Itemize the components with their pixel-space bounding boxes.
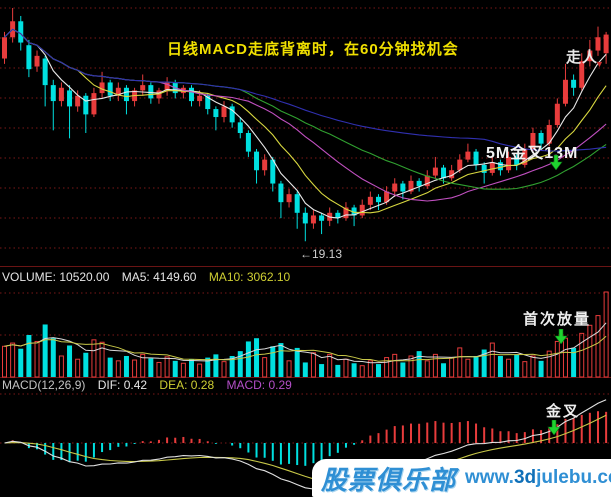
- sell-arrow-icon: ▼: [595, 59, 604, 69]
- macd-indicator-header: MACD(12,26,9) DIF: 0.42 DEA: 0.28 MACD: …: [2, 378, 301, 392]
- exit-annotation: 走人: [566, 49, 599, 66]
- watermark-logo: 股票俱乐部: [321, 464, 457, 495]
- dea-value: DEA: 0.28: [159, 378, 215, 392]
- volume-indicator-header: VOLUME: 10520.00 MA5: 4149.60 MA10: 3062…: [2, 270, 299, 284]
- volume-ma5-value: MA5: 4149.60: [121, 270, 197, 284]
- golden-cross-annotation: 金叉: [546, 403, 581, 420]
- green-down-arrow-icon: [549, 155, 563, 170]
- volume-ma10-value: MA10: 3062.10: [208, 270, 291, 284]
- green-down-arrow-icon: [547, 420, 561, 435]
- chart-title-annotation: 日线MACD走底背离时，在60分钟找机会: [167, 41, 459, 58]
- low-price-annotation: ←19.13: [300, 247, 343, 261]
- watermark-url: www.3djulebu.com: [465, 467, 611, 488]
- macd-value: MACD: 0.29: [226, 378, 292, 392]
- volume-surge-annotation: 首次放量: [523, 311, 592, 328]
- macd-params: MACD(12,26,9): [2, 378, 86, 392]
- green-down-arrow-icon: [554, 329, 568, 344]
- dif-value: DIF: 0.42: [97, 378, 148, 392]
- volume-value: VOLUME: 10520.00: [2, 270, 110, 284]
- ma-cross-annotation: 5M金叉13M: [486, 145, 579, 162]
- watermark: 股票俱乐部 www.3djulebu.com: [312, 459, 611, 497]
